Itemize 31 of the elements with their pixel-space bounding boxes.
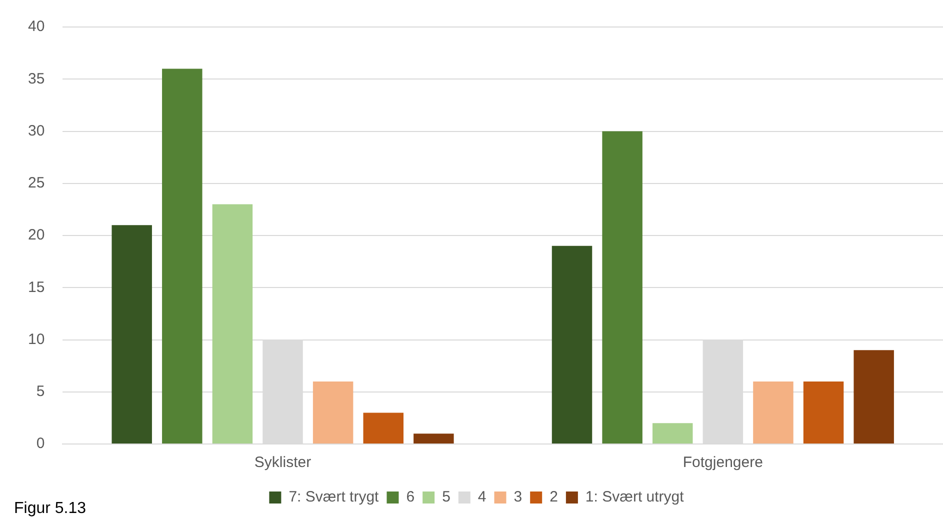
bar <box>363 412 404 444</box>
legend-label: 7: Svært trygt <box>288 488 380 506</box>
y-tick-label: 10 <box>28 330 45 348</box>
y-tick-label: 35 <box>28 70 45 88</box>
bar <box>854 350 894 444</box>
bar <box>112 225 152 444</box>
bar <box>212 204 253 444</box>
bar <box>312 381 354 444</box>
y-tick-label: 30 <box>28 122 45 140</box>
legend-label: 5 <box>442 488 450 506</box>
y-tick-label: 15 <box>28 278 45 296</box>
y-tick-label: 25 <box>28 174 45 192</box>
legend-label: 4 <box>478 488 486 506</box>
y-tick-label: 20 <box>28 226 45 244</box>
legend-label: 3 <box>514 488 522 506</box>
bar <box>162 68 202 444</box>
y-tick-label: 5 <box>36 383 45 400</box>
bar <box>552 246 592 444</box>
bar <box>652 423 693 444</box>
legend-label: 2 <box>550 488 558 506</box>
legend-label: 6 <box>406 488 415 506</box>
y-tick-label: 0 <box>36 435 45 452</box>
bar <box>414 434 454 444</box>
bar <box>602 131 642 444</box>
y-tick-label: 40 <box>28 18 45 36</box>
legend-label: 1: Svært utrygt <box>585 488 685 506</box>
bar <box>753 381 794 444</box>
text: Figur 5.13 <box>14 500 86 517</box>
x-tick-label: Fotgjengere <box>682 454 763 472</box>
bar <box>803 381 844 444</box>
x-tick-label: Syklister <box>254 454 312 472</box>
